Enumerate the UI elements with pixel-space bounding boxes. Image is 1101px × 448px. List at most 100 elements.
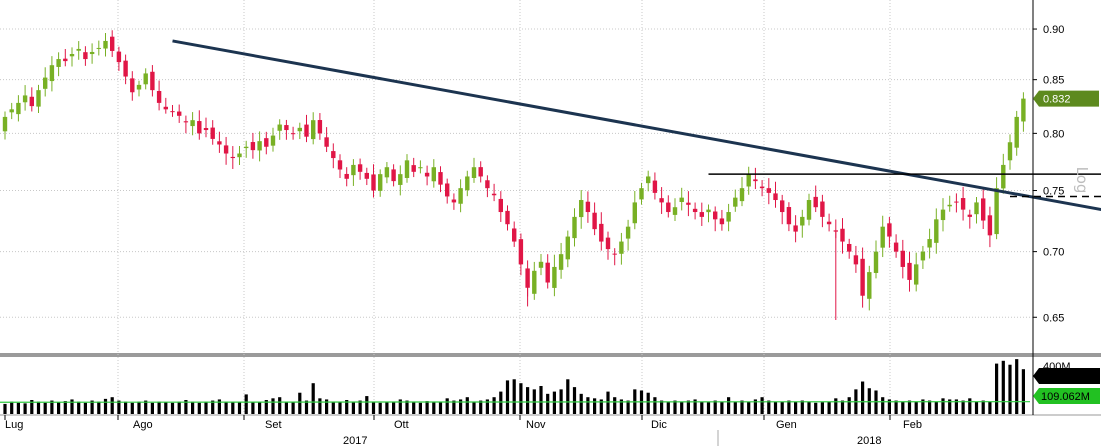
candle-body (679, 197, 684, 203)
candle-body (391, 169, 396, 182)
volume-bar (526, 387, 530, 414)
candle-body (371, 174, 376, 191)
volume-bar (16, 402, 20, 414)
candle-body (773, 193, 778, 201)
volume-bar (10, 401, 14, 414)
volume-badge-label: 109.062M (1041, 391, 1090, 403)
candle-body (652, 180, 658, 193)
volume-bar (43, 402, 47, 414)
volume-bar (680, 401, 684, 414)
volume-bar (405, 400, 409, 414)
candle-body (130, 78, 135, 93)
volume-bar (365, 396, 369, 414)
volume-bar (673, 400, 677, 414)
volume-bar (371, 401, 376, 414)
candle-body (411, 165, 416, 172)
volume-bar (686, 400, 690, 414)
candle-body (994, 188, 999, 235)
volume-bar (351, 401, 355, 414)
volume-bar (807, 401, 811, 414)
volume-bar (928, 400, 932, 414)
volume-bar (479, 400, 483, 414)
candle-body (116, 51, 122, 63)
candle-body (163, 106, 168, 110)
volume-bar (1001, 360, 1005, 414)
volume-bar (626, 400, 630, 414)
candle-body (733, 197, 738, 207)
candle-body (847, 243, 852, 252)
volume-bar (231, 401, 235, 414)
candle-body (639, 188, 644, 200)
volume-bar (814, 402, 818, 414)
volume-bar (90, 400, 94, 414)
candle-body (264, 138, 269, 147)
volume-bar (727, 397, 731, 414)
volume-bar (318, 398, 322, 414)
volume-bar (358, 400, 362, 414)
candle-body (284, 125, 289, 131)
candle-body (431, 167, 436, 182)
volume-bar (733, 401, 737, 414)
volume-bar (57, 402, 61, 414)
candle-body (753, 179, 758, 182)
volume-bar (164, 402, 168, 414)
candle-body (579, 200, 584, 218)
candle-body (357, 164, 363, 172)
scale-label: Log (1073, 167, 1091, 194)
candle-body (934, 219, 939, 243)
candle-body (465, 176, 470, 191)
candle-body (404, 160, 410, 178)
candle-body (277, 124, 282, 131)
volume-bar (861, 381, 865, 414)
volume-bar (191, 401, 195, 414)
candle-body (599, 223, 604, 242)
candle-body (666, 202, 671, 213)
volume-bar (110, 397, 114, 414)
candle-body (672, 207, 678, 215)
candle-body (927, 239, 932, 248)
candle-body (646, 176, 651, 184)
volume-bar (713, 400, 717, 414)
volume-bar (452, 400, 456, 414)
volume-badge (1033, 368, 1100, 384)
candle-body (438, 172, 443, 185)
candle-body (914, 264, 919, 285)
candle-body (471, 167, 477, 178)
candle-body (532, 270, 537, 294)
candle-body (22, 95, 28, 103)
volume-bar (894, 400, 898, 414)
volume-bar (264, 400, 268, 414)
volume-bar (177, 401, 181, 414)
volume-bar (36, 401, 41, 414)
volume-bar (700, 401, 704, 414)
volume-bar (941, 398, 945, 414)
candle-body (619, 241, 624, 254)
volume-bar (934, 401, 938, 414)
candle-body (820, 201, 825, 217)
price-tick-label: 0.70 (1043, 247, 1064, 259)
volume-bar (907, 400, 912, 414)
candle-body (907, 262, 912, 280)
candle-body (384, 167, 390, 178)
volume-bar (271, 398, 275, 414)
volume-bar (284, 401, 288, 414)
candle-body (304, 124, 309, 137)
volume-bar (606, 391, 610, 414)
volume-bar (593, 398, 597, 414)
volume-bar (1008, 364, 1012, 414)
candle-body (625, 226, 631, 239)
candle-body (478, 167, 483, 177)
volume-bar (566, 379, 570, 414)
candle-body (719, 218, 725, 225)
volume-bar (204, 401, 208, 414)
volume-bar (505, 380, 510, 414)
volume-bar (50, 400, 54, 414)
volume-bar (425, 401, 429, 414)
candle-body (699, 212, 704, 217)
volume-bar (720, 401, 724, 414)
candle-body (766, 188, 771, 193)
candle-body (759, 186, 765, 189)
volume-badge-label: 297.652M (1041, 371, 1090, 383)
candle-body (89, 51, 95, 55)
volume-bar (693, 399, 697, 414)
